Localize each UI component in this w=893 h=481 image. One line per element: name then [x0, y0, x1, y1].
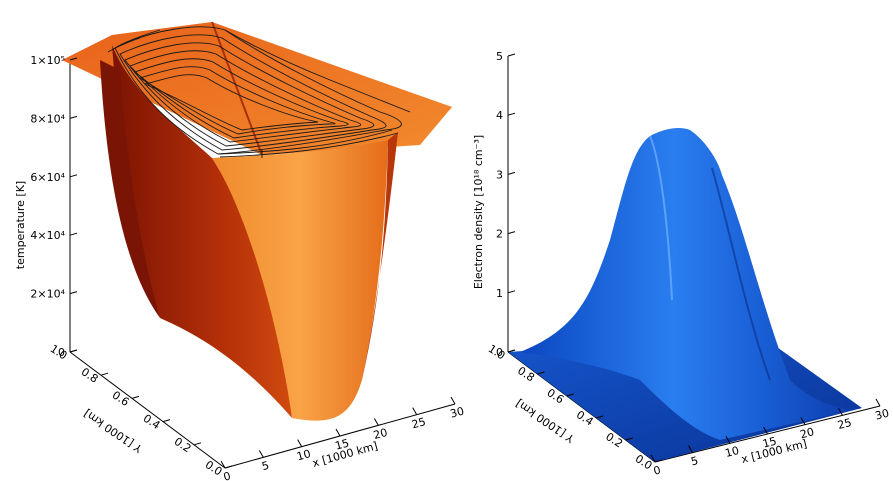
temperature-right-edge	[362, 132, 398, 380]
y-axis-ticks: 0.00.20.40.60.81.0	[48, 342, 233, 479]
x-tick	[650, 454, 656, 463]
x-tick-label: 5	[260, 459, 270, 473]
y-tick	[537, 371, 545, 375]
x-tick-label: 20	[372, 426, 389, 442]
y-tick-label: 1.0	[48, 342, 70, 362]
z-axis-ticks: 0 1 2 3 4 5	[496, 50, 516, 359]
z-tick	[69, 174, 78, 178]
y-tick-label: 1.0	[486, 342, 508, 362]
y-tick-label: 0.6	[110, 388, 132, 408]
temperature-crease	[211, 21, 263, 156]
x-tick-label: 15	[334, 437, 351, 453]
x-tick	[838, 408, 843, 416]
x-tick	[688, 445, 693, 453]
y-axis-line	[69, 351, 226, 469]
y-tick	[654, 459, 663, 463]
temperature-inner-wall	[112, 45, 292, 418]
x-tick	[450, 396, 456, 405]
z-tick-label: 4×10⁴	[30, 229, 65, 242]
density-hump	[520, 128, 862, 440]
z-tick	[507, 231, 516, 235]
x-tick-label: 5	[690, 454, 700, 468]
x-tick-label: 10	[724, 444, 741, 460]
x-tick	[763, 426, 768, 435]
z-tick	[507, 290, 516, 294]
y-axis-label: Y [1000 km]	[81, 407, 145, 456]
z-tick-label: 1	[496, 287, 503, 300]
x-tick	[297, 439, 303, 447]
y-tick	[162, 419, 171, 423]
temperature-plot: 0 2×10⁴ 4×10⁴ 6×10⁴ 8×10⁴ 1×10⁵ temperature […	[14, 21, 466, 481]
z-tick	[69, 57, 78, 61]
x-tick-label: 25	[836, 416, 853, 432]
x-tick-label: 25	[410, 415, 427, 431]
z-tick-label: 6×10⁴	[30, 171, 65, 184]
z-tick-label: 0	[58, 346, 65, 359]
density-highlight	[649, 135, 673, 301]
x-tick-label: 30	[874, 407, 891, 423]
y-tick	[100, 372, 109, 376]
x-tick-label: 30	[449, 405, 466, 421]
z-tick	[69, 115, 78, 119]
x-tick-label: 20	[799, 425, 816, 441]
x-tick-label: 0	[222, 469, 232, 481]
z-tick-label: 5	[496, 50, 503, 63]
z-tick	[507, 112, 516, 116]
x-axis-ticks: 0 5 10 15 20 25 30	[650, 398, 891, 478]
z-tick-label: 4	[496, 109, 503, 122]
temperature-back-wall	[100, 60, 160, 318]
x-tick-label: 10	[295, 447, 312, 463]
z-tick-label: 1×10⁵	[30, 54, 65, 67]
z-axis-label: Electron density [10¹⁸ cm⁻³]	[472, 135, 485, 289]
z-tick-label: 0	[496, 346, 503, 359]
y-tick	[596, 415, 604, 419]
z-tick-label: 8×10⁴	[30, 112, 65, 125]
x-tick	[258, 450, 264, 458]
z-tick	[507, 171, 516, 175]
y-tick	[131, 395, 140, 399]
z-tick	[69, 291, 78, 295]
x-tick	[373, 418, 379, 426]
x-tick-label: 15	[761, 435, 778, 451]
x-tick-label: 0	[652, 463, 662, 477]
temperature-contours	[107, 26, 411, 158]
z-axis-ticks: 0 2×10⁴ 4×10⁴ 6×10⁴ 8×10⁴ 1×10⁵	[30, 54, 78, 359]
y-tick	[625, 437, 633, 441]
z-tick-label: 2×10⁴	[30, 288, 65, 301]
y-tick	[507, 349, 516, 353]
x-tick	[875, 398, 881, 407]
z-tick-label: 2	[496, 228, 503, 241]
x-tick	[800, 417, 806, 425]
x-tick	[412, 407, 418, 415]
z-tick	[69, 232, 78, 236]
y-tick-label: 0.4	[141, 412, 163, 432]
y-tick	[69, 349, 78, 353]
y-axis-label: Y [1000 km]	[513, 397, 577, 446]
density-shadow	[711, 167, 771, 381]
x-tick	[725, 436, 731, 444]
y-tick-label: 0.2	[172, 435, 194, 455]
z-tick	[507, 53, 516, 57]
y-tick	[224, 465, 233, 469]
z-tick-label: 3	[496, 168, 503, 181]
x-tick	[335, 428, 341, 437]
x-axis-ticks: 0 5 10 15 20 25 30	[220, 396, 466, 481]
x-tick	[220, 460, 226, 469]
z-axis-label: temperature [K]	[14, 181, 27, 269]
temperature-trough	[212, 140, 388, 421]
y-tick	[566, 393, 574, 397]
y-tick-label: 0.8	[79, 365, 101, 385]
y-tick	[193, 442, 202, 446]
